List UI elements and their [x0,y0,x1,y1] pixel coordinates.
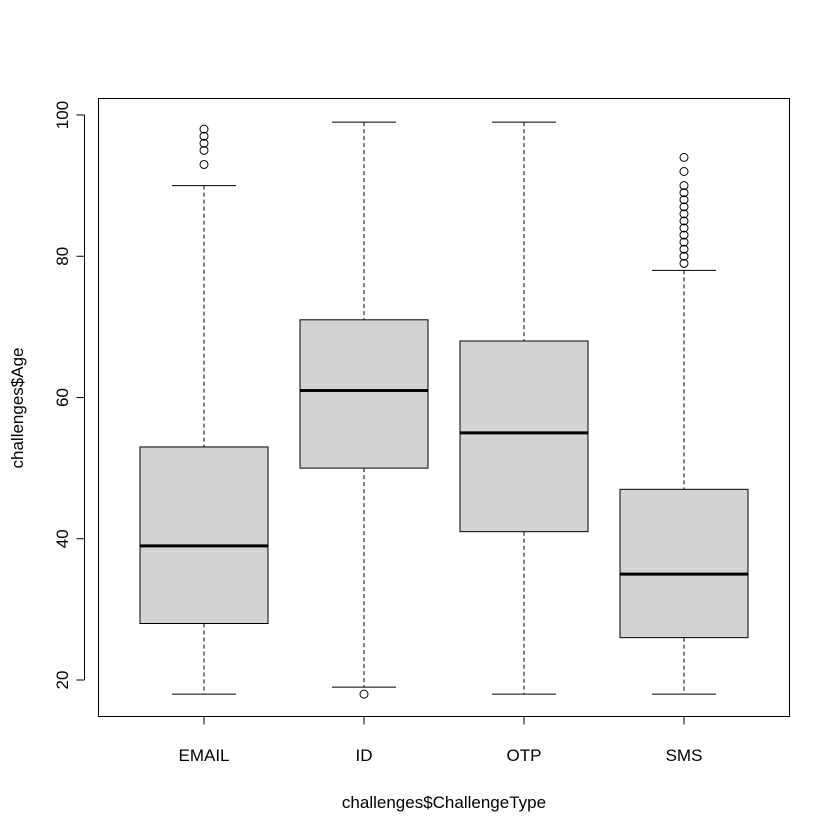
plot-marks [139,121,749,699]
outlier-point [199,124,209,134]
x-tick-label-id: ID [356,746,373,765]
outlier-point [679,167,689,176]
y-axis-label: challenges$Age [8,348,27,469]
outlier-point [199,159,209,169]
outlier-point [679,223,689,233]
y-tick-label: 100 [53,101,72,129]
outlier-point [679,209,689,219]
outlier-point [199,138,209,148]
box-iqr [299,319,429,469]
y-tick-label: 80 [53,247,72,266]
outlier-point [679,258,689,268]
outlier-point [679,216,689,226]
x-axis-label: challenges$ChallengeType [342,793,546,812]
y-tick-label: 20 [53,671,72,690]
x-tick-label-otp: OTP [507,746,542,765]
box-iqr [619,488,749,639]
outlier-point [199,131,209,141]
y-tick-label: 40 [53,529,72,548]
box-id [299,121,429,699]
outlier-point [679,244,689,254]
box-sms [619,152,749,695]
outlier-point [199,145,209,155]
outlier-point [679,202,689,212]
outlier-point [359,689,369,699]
box-iqr [139,446,269,624]
y-tick-label: 60 [53,388,72,407]
box-iqr [459,340,589,533]
outlier-point [679,251,689,261]
box-otp [459,121,589,695]
outlier-point [679,188,689,198]
y-axis: 20 40 60 80 100 [53,101,85,690]
outlier-point [679,237,689,247]
outlier-point [679,181,689,191]
outlier-point [679,230,689,240]
x-axis: EMAIL ID OTP SMS [178,716,703,765]
box-email [139,124,269,695]
outlier-point [679,152,689,162]
x-tick-label-email: EMAIL [178,746,229,765]
x-tick-label-sms: SMS [666,746,703,765]
outlier-point [679,195,689,205]
